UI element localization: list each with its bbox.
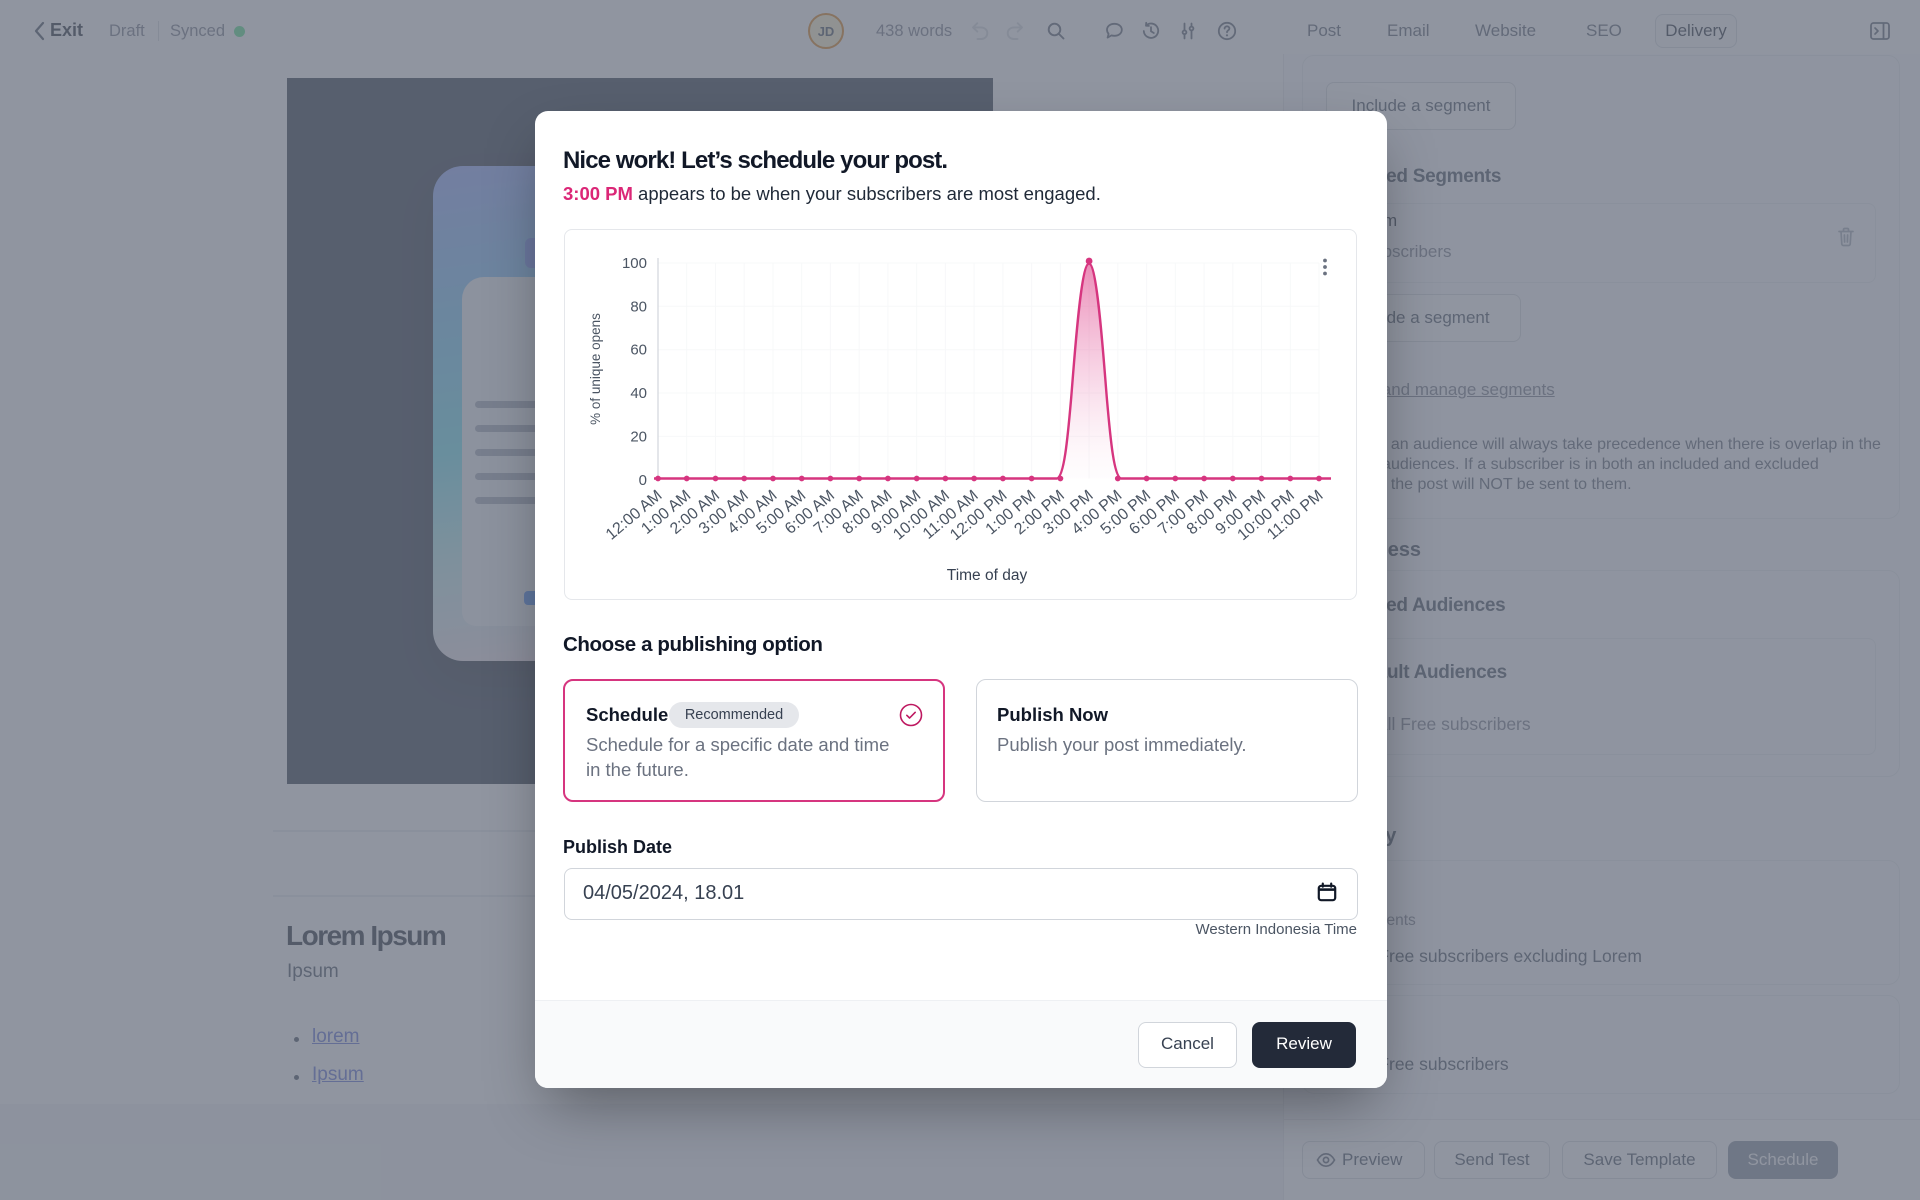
- svg-text:% of unique opens: % of unique opens: [588, 313, 603, 425]
- svg-text:60: 60: [630, 342, 647, 359]
- svg-text:40: 40: [630, 385, 647, 402]
- svg-text:100: 100: [622, 255, 647, 272]
- svg-text:0: 0: [639, 472, 647, 489]
- svg-text:80: 80: [630, 298, 647, 315]
- svg-text:Time of day: Time of day: [947, 567, 1028, 584]
- svg-text:20: 20: [630, 428, 647, 445]
